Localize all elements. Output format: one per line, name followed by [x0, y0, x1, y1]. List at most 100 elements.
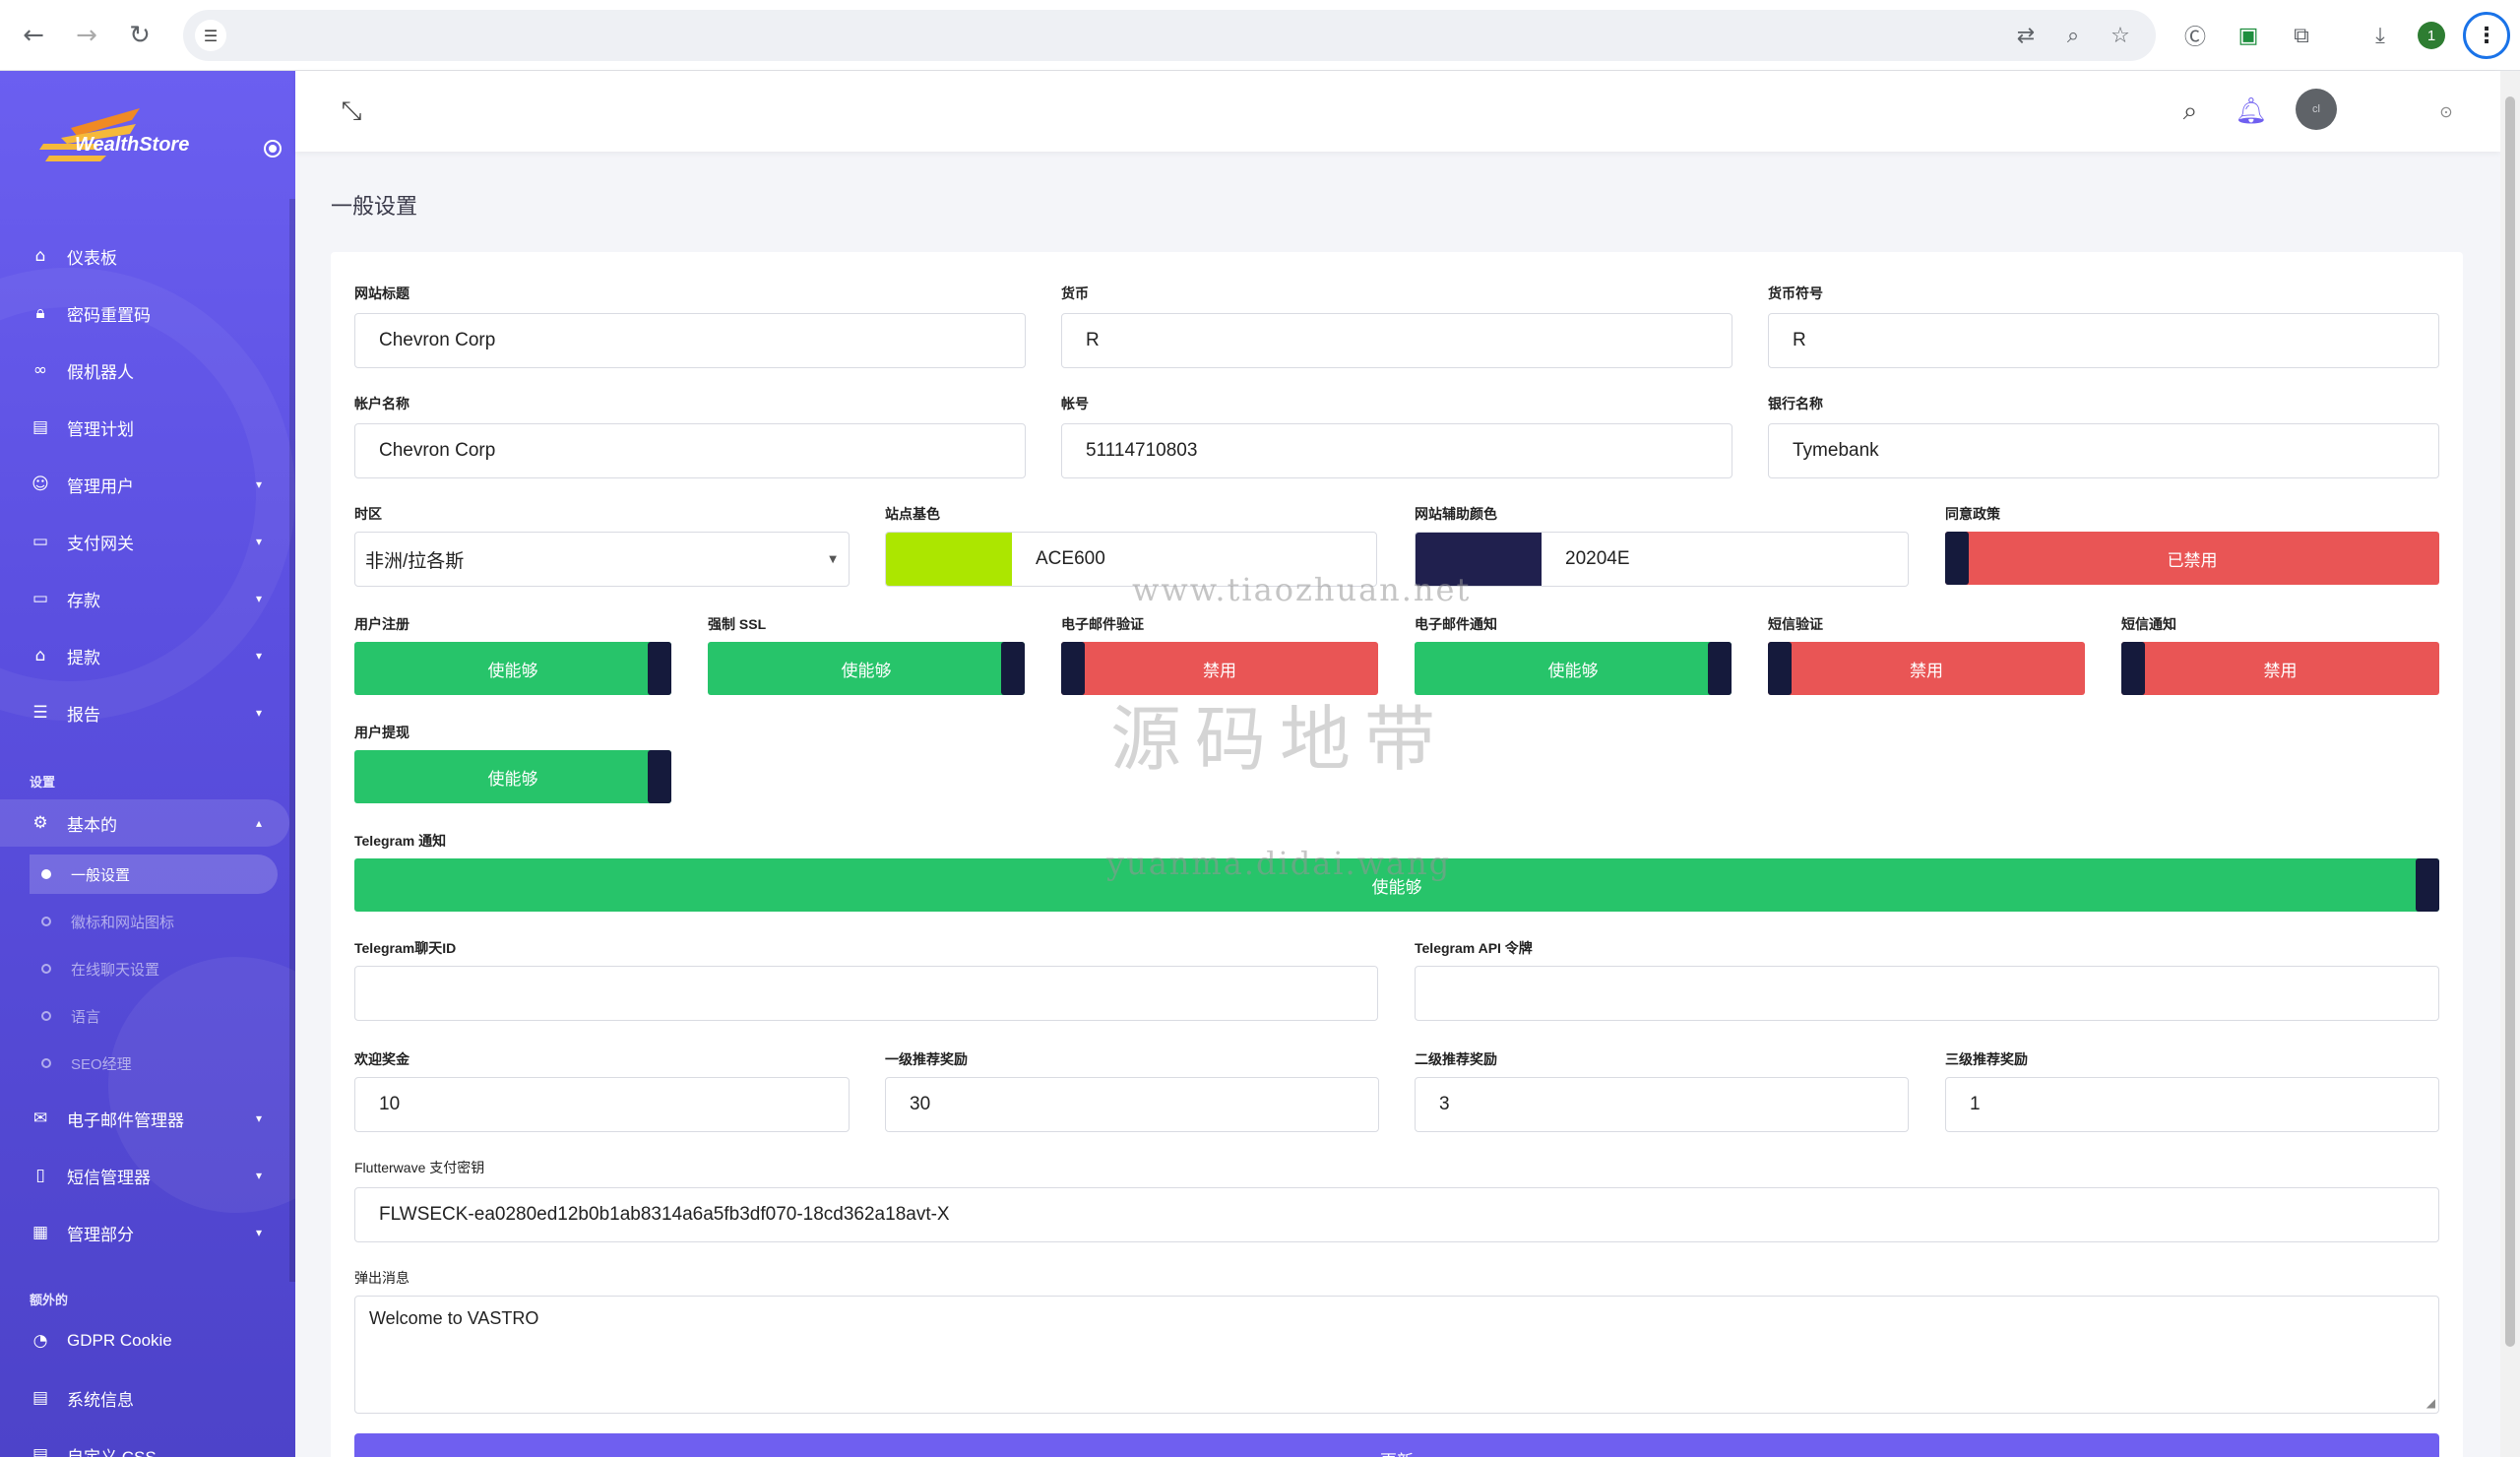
secondary-color-field[interactable]: 20204E [1415, 532, 1909, 587]
telegram-chat-field[interactable] [354, 966, 1378, 1021]
toggle-knob [1768, 642, 1792, 695]
resize-handle-icon[interactable]: ◢ [2426, 1396, 2435, 1410]
avatar[interactable]: cl [2296, 89, 2337, 130]
sidebar-item-sms-manager[interactable]: ▯ 短信管理器 ▾ [0, 1152, 289, 1199]
bullet-icon [41, 917, 51, 926]
sidebar-item-basic[interactable]: ⚙ 基本的 ▴ [0, 799, 289, 847]
ref3-field[interactable]: 1 [1945, 1077, 2439, 1132]
toggle-label: 使能够 [1371, 877, 1422, 897]
account-number-field[interactable]: 51114710803 [1061, 423, 1732, 478]
settings-dot-icon[interactable]: ⊙ [2439, 101, 2453, 121]
account-name-field[interactable]: Chevron Corp [354, 423, 1026, 478]
bell-icon[interactable]: 🔔︎ [2235, 96, 2268, 126]
email-verification-toggle[interactable]: 禁用 [1061, 642, 1378, 695]
user-registration-label: 用户注册 [354, 616, 410, 632]
sidebar-scrollbar[interactable] [289, 199, 295, 1282]
email-notification-label: 电子邮件通知 [1415, 616, 1497, 632]
telegram-notify-toggle[interactable]: 使能够 [354, 858, 2439, 912]
wallet-icon: ▭ [32, 589, 49, 608]
site-settings-icon[interactable]: ☰ [195, 20, 226, 51]
sidebar-subitem-label: 徽标和网站图标 [71, 914, 175, 931]
sidebar-subitem-seo[interactable]: SEO经理 [30, 1044, 278, 1083]
sidebar-item-password-reset[interactable]: 🔒︎ 密码重置码 [0, 289, 289, 337]
secondary-color-swatch[interactable] [1416, 533, 1542, 586]
translate-icon[interactable]: ⇄ [2016, 23, 2036, 48]
bank-name-field[interactable]: Tymebank [1768, 423, 2439, 478]
section-icon: ▦ [32, 1223, 49, 1242]
sms-verification-toggle[interactable]: 禁用 [1768, 642, 2085, 695]
sidebar-toggle[interactable] [264, 140, 282, 158]
sidebar-item-gateways[interactable]: ▭ 支付网关 ▾ [0, 518, 289, 565]
toggle-label: 使能够 [841, 661, 892, 680]
currency-label: 货币 [1061, 285, 1089, 301]
bullet-icon [41, 869, 51, 879]
sidebar-subitem-logo[interactable]: 徽标和网站图标 [30, 902, 278, 941]
ref2-field[interactable]: 3 [1415, 1077, 1909, 1132]
currency-symbol-label: 货币符号 [1768, 285, 1823, 301]
profile-avatar[interactable]: 1 [2418, 22, 2445, 49]
user-withdraw-toggle[interactable]: 使能够 [354, 750, 671, 803]
sidebar-item-dashboard[interactable]: ⌂ 仪表板 [0, 232, 289, 280]
sidebar-subitem-chat[interactable]: 在线聊天设置 [30, 949, 278, 988]
toggle-knob [1061, 642, 1085, 695]
chevron-down-icon: ▾ [255, 649, 262, 663]
sidebar-item-email-manager[interactable]: ✉ 电子邮件管理器 ▾ [0, 1095, 289, 1142]
sidebar-item-deposits[interactable]: ▭ 存款 ▾ [0, 575, 289, 622]
list-icon: ☰ [32, 703, 48, 723]
download-icon[interactable]: ⤓ [2375, 23, 2385, 48]
zoom-icon[interactable]: ⌕ [2066, 23, 2080, 48]
sidebar-item-fake-bot[interactable]: ∞ 假机器人 [0, 347, 289, 394]
sidebar-subitem-language[interactable]: 语言 [30, 996, 278, 1036]
update-button[interactable]: 更新 [354, 1433, 2439, 1457]
telegram-chat-label: Telegram聊天ID [354, 940, 457, 956]
browser-menu-icon[interactable]: ⋮ [2463, 12, 2510, 59]
forward-arrow-icon[interactable]: → [76, 21, 97, 50]
sidebar-item-gdpr[interactable]: ◔ GDPR Cookie [0, 1317, 289, 1364]
timezone-label: 时区 [354, 506, 382, 522]
back-arrow-icon[interactable]: ← [23, 21, 44, 50]
currency-symbol-field[interactable]: R [1768, 313, 2439, 368]
brand-name: WealthStore [75, 134, 190, 156]
user-registration-toggle[interactable]: 使能够 [354, 642, 671, 695]
toggle-label: 禁用 [1910, 661, 1943, 680]
sidebar-item-reports[interactable]: ☰ 报告 ▾ [0, 689, 289, 736]
secondary-color-label: 网站辅助颜色 [1415, 506, 1497, 522]
bookmark-star-icon[interactable]: ☆ [2110, 23, 2130, 48]
timezone-select[interactable]: 非洲/拉各斯 ▼ [354, 532, 850, 587]
site-title-field[interactable]: Chevron Corp [354, 313, 1026, 368]
home-icon: ⌂ [34, 246, 46, 266]
sidebar-item-users[interactable]: ☺ 管理用户 ▾ [0, 461, 289, 508]
sidebar-item-sections[interactable]: ▦ 管理部分 ▾ [0, 1209, 289, 1256]
extension-c-icon[interactable]: Ⓒ [2183, 26, 2206, 50]
sms-notification-toggle[interactable]: 禁用 [2121, 642, 2439, 695]
flutterwave-field[interactable]: FLWSECK-ea0280ed12b0b1ab8314a6a5fb3df070… [354, 1187, 2439, 1242]
toggle-knob [648, 750, 671, 803]
sidebar-subitem-label: 在线聊天设置 [71, 961, 160, 979]
chevron-down-icon: ▾ [255, 592, 262, 605]
force-ssl-toggle[interactable]: 使能够 [708, 642, 1025, 695]
popup-textarea[interactable]: Welcome to VASTRO ◢ [354, 1296, 2439, 1414]
currency-field[interactable]: R [1061, 313, 1732, 368]
sidebar-subitem-general[interactable]: 一般设置 [30, 855, 278, 894]
collapse-icon[interactable]: ⤡ [341, 95, 362, 126]
base-color-swatch[interactable] [886, 533, 1012, 586]
page-scrollbar[interactable] [2500, 71, 2520, 1457]
base-color-field[interactable]: ACE600 [885, 532, 1377, 587]
policy-toggle[interactable]: 已禁用 [1945, 532, 2439, 585]
telegram-api-field[interactable] [1415, 966, 2439, 1021]
sidebar-item-system-info[interactable]: ▤ 系统信息 [0, 1374, 289, 1422]
bank-name-label: 银行名称 [1768, 396, 1823, 412]
sidebar-item-label: GDPR Cookie [67, 1331, 172, 1350]
sidebar-item-withdrawals[interactable]: ⌂ 提款 ▾ [0, 632, 289, 679]
page-scrollbar-thumb[interactable] [2505, 96, 2515, 1347]
sidebar-item-plans[interactable]: ▤ 管理计划 [0, 404, 289, 451]
welcome-bonus-field[interactable]: 10 [354, 1077, 850, 1132]
ref1-field[interactable]: 30 [885, 1077, 1379, 1132]
address-bar[interactable]: ☰ ⇄ ⌕ ☆ [183, 10, 2156, 61]
reload-icon[interactable]: ↻ [129, 21, 151, 50]
extension-search-icon[interactable]: ▣ [2237, 23, 2259, 48]
extensions-puzzle-icon[interactable]: ⧉ [2294, 23, 2309, 48]
email-notification-toggle[interactable]: 使能够 [1415, 642, 1732, 695]
sidebar-item-custom-css[interactable]: ▤ 自定义 CSS [0, 1431, 289, 1457]
search-icon[interactable]: ⌕ [2182, 95, 2198, 126]
